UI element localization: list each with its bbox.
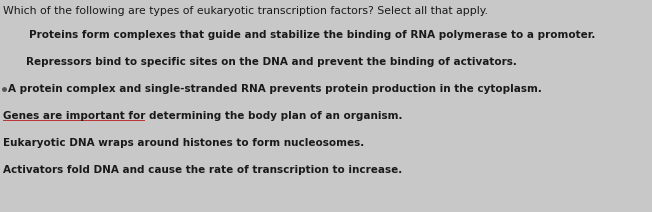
Text: Genes are important for determining the body plan of an organism.: Genes are important for determining the …	[3, 111, 403, 121]
Text: A protein complex and single-stranded RNA prevents protein production in the cyt: A protein complex and single-stranded RN…	[8, 84, 542, 94]
Text: Eukaryotic DNA wraps around histones to form nucleosomes.: Eukaryotic DNA wraps around histones to …	[3, 138, 364, 148]
Text: Activators fold DNA and cause the rate of transcription to increase.: Activators fold DNA and cause the rate o…	[3, 165, 402, 175]
Text: Repressors bind to specific sites on the DNA and prevent the binding of activato: Repressors bind to specific sites on the…	[26, 57, 517, 67]
Text: Proteins form complexes that guide and stabilize the binding of RNA polymerase t: Proteins form complexes that guide and s…	[29, 30, 596, 40]
Text: Which of the following are types of eukaryotic transcription factors? Select all: Which of the following are types of euka…	[3, 6, 488, 16]
